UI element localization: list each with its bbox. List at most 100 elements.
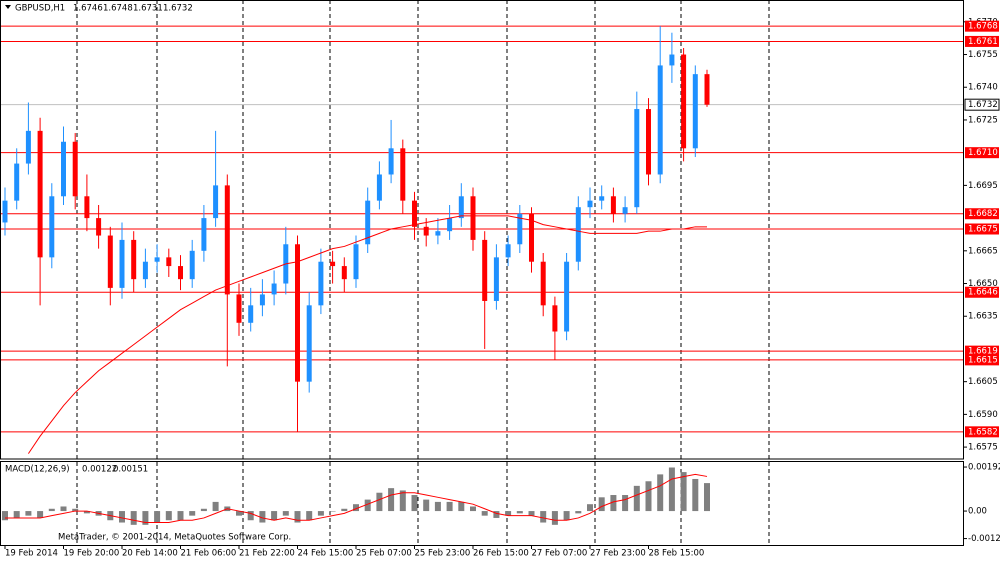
candle-body [25, 130, 31, 164]
macd-bar [13, 511, 20, 518]
candle-body [692, 74, 698, 149]
candle-body [353, 244, 359, 280]
candle-body [271, 283, 277, 295]
macd-bar [388, 488, 395, 512]
macd-bar [692, 478, 699, 512]
macd-bar [329, 511, 336, 512]
level-label-box [965, 354, 999, 366]
macd-bar [83, 511, 90, 514]
candle-body [119, 239, 125, 288]
candle-body [96, 218, 102, 236]
macd-bar [434, 501, 441, 512]
candle-body [248, 305, 254, 323]
candle-body [657, 65, 663, 175]
candle-body [646, 109, 651, 175]
candle-body [330, 261, 336, 267]
signal-line [5, 473, 708, 524]
level-label: 1.6761 [968, 37, 998, 47]
macd-bar [282, 511, 289, 516]
candle-body [493, 257, 499, 301]
macd-bar [177, 511, 184, 521]
candle-body [400, 148, 406, 201]
price-label: 1.6732 [968, 100, 998, 110]
level-label: 1.6675 [968, 225, 998, 235]
candle-body [131, 239, 137, 280]
candle-body [201, 218, 207, 251]
level-label-box [965, 426, 999, 438]
macd-bar [446, 501, 453, 512]
macd-bar [376, 492, 383, 512]
macd-bar [598, 497, 605, 512]
y-tick-label: 1.6755 [968, 50, 998, 60]
macd-bar [645, 481, 652, 512]
candle-body [2, 200, 8, 223]
signal-value: 0.00151 [113, 465, 148, 475]
level-label: 1.6646 [968, 288, 998, 298]
level-label-box [965, 147, 999, 159]
macd-bar [563, 511, 570, 521]
candle-body [412, 200, 417, 227]
macd-bar [423, 499, 430, 512]
candle-body [166, 257, 172, 267]
macd-bar [60, 506, 67, 512]
x-tick-label: 27 Feb 07:00 [532, 549, 588, 559]
candle-body [142, 261, 148, 280]
candle-body [423, 226, 429, 236]
candle-body [295, 244, 300, 382]
macd-bar [704, 483, 710, 512]
candle-body [447, 218, 453, 232]
macd-bar [353, 504, 359, 512]
macd-bar [622, 495, 629, 512]
x-tick-label: 21 Feb 06:00 [181, 549, 237, 559]
y-tick-label: 1.6635 [968, 312, 998, 322]
candle-body [189, 250, 195, 280]
moving-average [27, 215, 707, 454]
macd-bar [25, 511, 32, 516]
y-tick-label: 1.6590 [968, 410, 998, 420]
level-label: 1.6582 [968, 427, 998, 437]
candle-body [564, 261, 570, 332]
macd-bar [317, 511, 324, 516]
candle-body [84, 196, 90, 219]
candle-body [72, 141, 78, 197]
macd-bar [493, 511, 500, 518]
candle-body [365, 200, 371, 245]
y-tick-label: -0.0012 [968, 534, 1000, 544]
x-tick-label: 19 Feb 20:00 [64, 549, 120, 559]
level-label-box [965, 286, 999, 298]
candle-body [178, 266, 183, 280]
macd-bar [119, 511, 125, 523]
macd-bar [540, 511, 547, 523]
y-tick-label: 1.6605 [968, 377, 998, 387]
level-label-box [965, 345, 999, 357]
macd-bar [259, 511, 266, 523]
macd-bar [551, 511, 558, 525]
y-tick-label: 1.6725 [968, 115, 998, 125]
candle-body [610, 196, 616, 214]
macd-value: 0.00122 [82, 465, 117, 475]
macd-bar [470, 506, 476, 512]
menu-arrow [5, 5, 11, 9]
candle-body [517, 213, 523, 245]
candle-body [669, 54, 675, 66]
level-label-box [965, 20, 999, 32]
x-tick-label: 26 Feb 15:00 [473, 549, 529, 559]
symbol-title: GBPUSD,H1 [15, 4, 65, 14]
level-label-box [965, 223, 999, 235]
candle-body [61, 141, 66, 197]
candle-body [540, 261, 546, 306]
candle-body [388, 148, 394, 175]
candle-body [587, 200, 593, 208]
macd-bar [516, 511, 523, 514]
candle-body [259, 294, 265, 306]
macd-bar [2, 511, 8, 521]
macd-bar [271, 511, 278, 521]
macd-bar [411, 495, 418, 512]
macd-bar [306, 511, 313, 521]
level-label-box [965, 208, 999, 220]
level-label: 1.6768 [968, 22, 998, 32]
macd-bar [212, 501, 219, 512]
candle-body [49, 196, 55, 258]
macd-bar [200, 508, 207, 512]
